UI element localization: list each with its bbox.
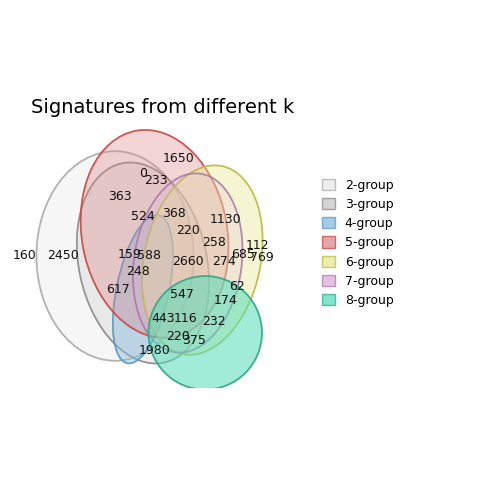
Text: 160: 160 (12, 249, 36, 263)
Text: 62: 62 (229, 280, 245, 293)
Ellipse shape (77, 162, 209, 363)
Text: 220: 220 (176, 224, 200, 237)
Text: 769: 769 (250, 250, 274, 264)
Text: 232: 232 (202, 314, 226, 328)
Text: 159: 159 (117, 248, 142, 261)
Ellipse shape (142, 165, 263, 355)
Text: 112: 112 (246, 239, 269, 252)
Legend: 2-group, 3-group, 4-group, 5-group, 6-group, 7-group, 8-group: 2-group, 3-group, 4-group, 5-group, 6-gr… (319, 175, 397, 311)
Text: 116: 116 (174, 312, 198, 325)
Text: 588: 588 (137, 249, 161, 262)
Text: 375: 375 (181, 334, 206, 347)
Text: 258: 258 (202, 236, 226, 249)
Text: 0: 0 (139, 167, 147, 180)
Text: 220: 220 (166, 331, 190, 343)
Text: 363: 363 (108, 190, 132, 203)
Text: 1130: 1130 (210, 213, 241, 226)
Text: 1650: 1650 (163, 152, 195, 165)
Ellipse shape (36, 151, 194, 361)
Ellipse shape (133, 173, 242, 353)
Text: 274: 274 (213, 255, 236, 268)
Text: 174: 174 (214, 294, 237, 307)
Text: 547: 547 (170, 288, 194, 301)
Title: Signatures from different k: Signatures from different k (31, 98, 294, 117)
Ellipse shape (113, 215, 173, 363)
Text: 368: 368 (162, 207, 186, 220)
Text: 685: 685 (231, 248, 255, 261)
Text: 248: 248 (127, 265, 150, 278)
Text: 2660: 2660 (172, 255, 204, 268)
Text: 617: 617 (106, 283, 130, 296)
Text: 1980: 1980 (139, 344, 170, 357)
Text: 443: 443 (151, 312, 174, 325)
Ellipse shape (81, 130, 228, 338)
Text: 2450: 2450 (47, 249, 79, 263)
Ellipse shape (149, 276, 262, 390)
Text: 233: 233 (144, 174, 167, 187)
Text: 524: 524 (131, 210, 155, 223)
